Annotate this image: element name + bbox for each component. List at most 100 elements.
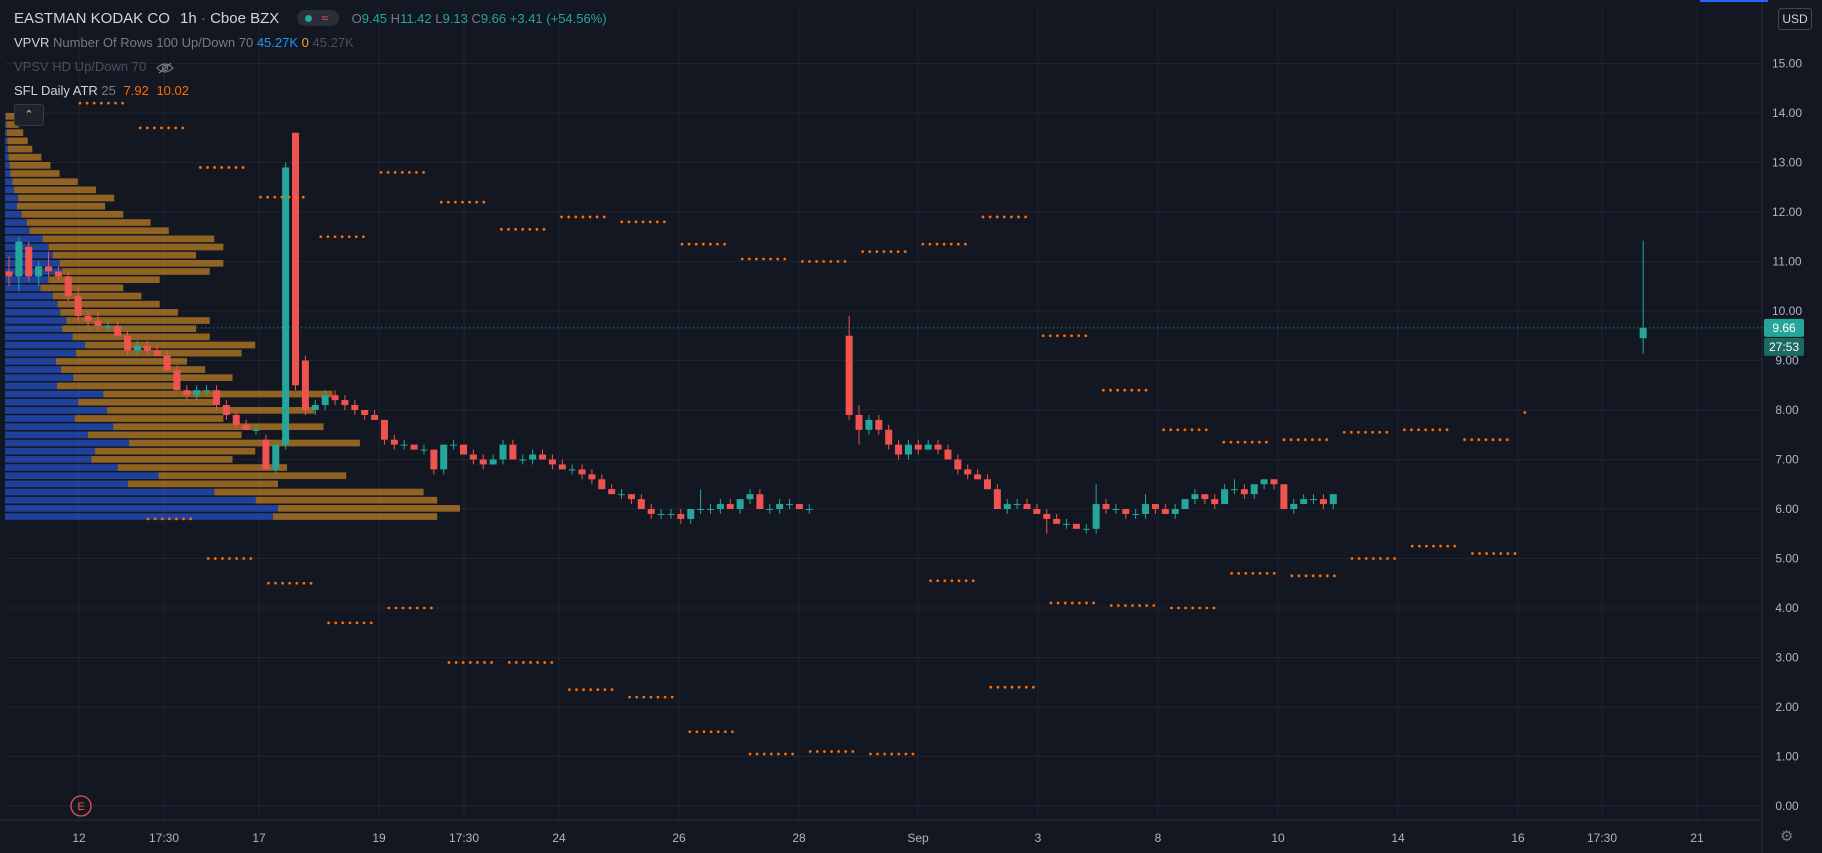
atr-lower-dot	[769, 752, 773, 756]
open-value: 9.45	[361, 11, 388, 26]
candle-body	[133, 345, 141, 351]
atr-upper-dot	[1463, 438, 1466, 442]
candle-body	[1161, 509, 1169, 514]
vpvr-total-volume: 45.27K	[312, 35, 354, 50]
candle-body	[795, 504, 803, 509]
volume-profile-down-bar	[107, 407, 315, 414]
y-tick-label: 11.00	[1772, 255, 1801, 269]
atr-upper-dot	[1077, 334, 1081, 338]
candle-body	[440, 444, 448, 470]
candle-body	[1102, 504, 1110, 509]
atr-lower-dot	[1070, 601, 1074, 605]
atr-lower-dot	[1244, 571, 1248, 575]
volume-profile-up-bar	[5, 284, 41, 292]
eye-off-icon[interactable]	[156, 62, 174, 74]
atr-legend[interactable]: SFL Daily ATR 25 7.92 10.02	[14, 83, 189, 98]
atr-upper-dot	[121, 101, 124, 105]
atr-upper-dot	[326, 235, 330, 239]
atr-lower-dot	[1471, 552, 1474, 555]
y-tick-label: 15.00	[1772, 57, 1802, 71]
volume-profile-down-bar	[72, 333, 210, 341]
market-status-toggle[interactable]: ≈	[297, 10, 340, 27]
interval-label[interactable]: 1h	[180, 10, 197, 27]
candle-body	[5, 271, 13, 277]
volume-profile-up-bar	[5, 113, 6, 120]
candle-body	[509, 444, 517, 460]
candle-body	[1260, 479, 1268, 485]
atr-lower-dot	[522, 661, 525, 664]
volume-profile-down-bar	[29, 227, 169, 235]
volume-profile-down-bar	[113, 423, 324, 431]
atr-lower-dot	[642, 695, 646, 699]
volume-profile-up-bar	[5, 325, 63, 333]
atr-lower-dot	[206, 557, 210, 560]
symbol-name[interactable]: EASTMAN KODAK CO	[14, 10, 170, 27]
atr-lower-dot	[295, 581, 299, 585]
volume-profile-up-bar	[5, 178, 13, 186]
volume-profile-down-bar	[6, 129, 24, 137]
atr-lower-dot	[387, 606, 391, 610]
vpvr-name: VPVR	[14, 35, 50, 50]
volume-profile-up-bar	[5, 162, 10, 169]
volume-profile-down-bar	[5, 113, 15, 120]
candle-body	[380, 419, 388, 440]
atr-upper-dot	[213, 166, 217, 169]
candle-body	[1191, 494, 1199, 500]
atr-upper-dot	[896, 250, 900, 254]
earnings-marker-icon[interactable]	[70, 795, 92, 817]
currency-button[interactable]: USD	[1778, 8, 1812, 30]
atr-upper-dot	[379, 171, 383, 174]
atr-upper-dot	[1002, 215, 1006, 219]
volume-profile-up-bar	[5, 398, 79, 406]
candle-body	[1329, 494, 1337, 505]
atr-upper-dot	[500, 227, 503, 231]
candle-body	[361, 410, 369, 415]
atr-upper-dot	[903, 250, 907, 254]
atr-lower-dot	[1184, 606, 1187, 610]
candle-body	[1122, 509, 1130, 514]
atr-upper-dot	[340, 235, 344, 239]
volume-profile-down-bar	[62, 325, 197, 333]
atr-upper-dot	[1438, 428, 1442, 432]
atr-upper-dot	[822, 260, 826, 263]
vpsv-legend[interactable]: VPSV HD Up/Down 70	[14, 59, 174, 74]
atr-upper-dot	[655, 220, 659, 224]
collapse-legend-button[interactable]: ⌃	[14, 104, 44, 126]
atr-upper-dot	[942, 242, 946, 246]
candle-body	[292, 132, 300, 386]
y-tick-label: 10.00	[1772, 304, 1802, 318]
atr-upper-dot	[138, 126, 142, 130]
x-tick-label: 24	[552, 831, 566, 845]
candle-body	[1300, 499, 1308, 505]
volume-profile-down-bar	[158, 472, 347, 480]
volume-profile-down-bar	[78, 398, 215, 406]
atr-lower-dot	[695, 730, 699, 734]
volume-profile-up-bar	[5, 219, 27, 226]
candle-body	[875, 419, 883, 430]
volume-profile-up-bar	[5, 211, 22, 218]
x-tick-label: 26	[672, 831, 686, 845]
candle-body	[45, 266, 53, 272]
gear-icon[interactable]: ⚙	[1780, 828, 1794, 845]
atr-lower-dot	[1432, 544, 1435, 548]
x-tick-label: 3	[1035, 831, 1042, 845]
volume-profile-down-bar	[40, 284, 124, 292]
volume-profile-down-bar	[95, 447, 256, 455]
atr-lower-dot	[731, 730, 734, 734]
atr-upper-dot	[1505, 438, 1509, 442]
candle-body	[914, 444, 922, 450]
candle-body	[687, 509, 695, 519]
atr-upper-dot	[393, 171, 397, 174]
atr-upper-dot	[145, 126, 149, 130]
atr-lower-dot	[596, 688, 600, 692]
atr-upper-dot	[294, 195, 298, 199]
atr-lower-dot	[302, 581, 306, 585]
atr-lower-dot	[221, 557, 224, 560]
x-tick-label: 17:30	[149, 831, 179, 845]
volume-profile-up-bar	[5, 415, 75, 422]
atr-lower-dot	[1485, 552, 1488, 555]
vpvr-legend[interactable]: VPVR Number Of Rows 100 Up/Down 70 45.27…	[14, 35, 354, 50]
volume-profile-up-bar	[5, 390, 104, 398]
volume-profile-down-bar	[91, 456, 233, 463]
